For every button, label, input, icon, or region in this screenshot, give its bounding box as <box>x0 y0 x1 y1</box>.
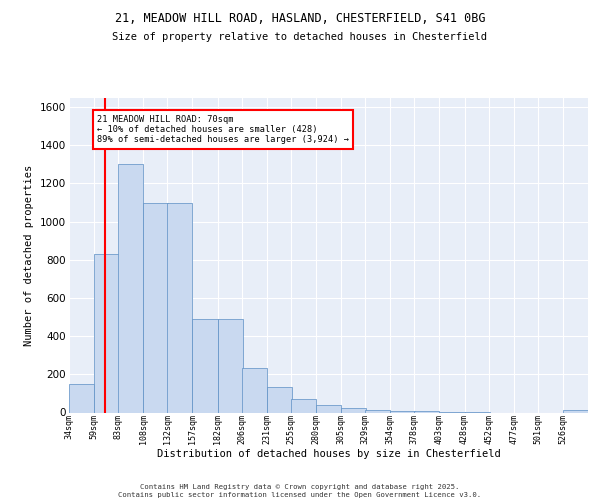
Bar <box>118 164 143 412</box>
Bar <box>167 202 193 412</box>
Bar <box>242 368 267 412</box>
Bar <box>341 408 366 412</box>
Text: 21, MEADOW HILL ROAD, HASLAND, CHESTERFIELD, S41 0BG: 21, MEADOW HILL ROAD, HASLAND, CHESTERFI… <box>115 12 485 26</box>
Bar <box>193 319 218 412</box>
Bar <box>291 399 316 412</box>
Bar <box>69 384 94 412</box>
Text: Size of property relative to detached houses in Chesterfield: Size of property relative to detached ho… <box>113 32 487 42</box>
Bar <box>415 410 439 412</box>
Bar <box>390 410 415 412</box>
Text: Contains HM Land Registry data © Crown copyright and database right 2025.
Contai: Contains HM Land Registry data © Crown c… <box>118 484 482 498</box>
Bar <box>563 410 588 412</box>
Bar <box>94 254 119 412</box>
Bar <box>218 319 242 412</box>
Bar <box>267 386 292 412</box>
Y-axis label: Number of detached properties: Number of detached properties <box>25 164 34 346</box>
X-axis label: Distribution of detached houses by size in Chesterfield: Distribution of detached houses by size … <box>157 450 500 460</box>
Text: 21 MEADOW HILL ROAD: 70sqm
← 10% of detached houses are smaller (428)
89% of sem: 21 MEADOW HILL ROAD: 70sqm ← 10% of deta… <box>97 114 349 144</box>
Bar <box>316 405 341 412</box>
Bar <box>365 410 390 412</box>
Bar <box>143 202 169 412</box>
